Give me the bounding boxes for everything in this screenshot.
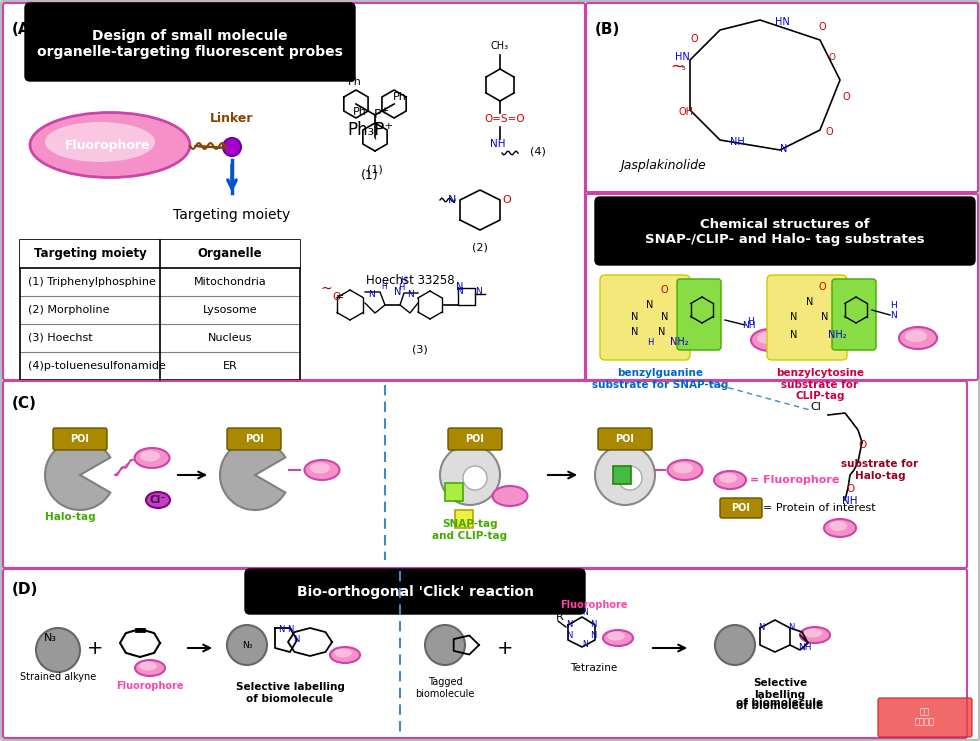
Circle shape: [36, 628, 80, 672]
Text: Tetrazine: Tetrazine: [570, 663, 617, 673]
Wedge shape: [220, 440, 285, 510]
Text: Fluorophore: Fluorophore: [66, 139, 151, 153]
Ellipse shape: [719, 473, 737, 483]
Bar: [613, 466, 631, 484]
Ellipse shape: [607, 631, 625, 640]
Circle shape: [223, 138, 241, 156]
Text: Lysosome: Lysosome: [203, 305, 258, 315]
Text: (2): (2): [472, 243, 488, 253]
Text: O: O: [828, 53, 835, 62]
FancyBboxPatch shape: [3, 3, 585, 380]
Text: Halo-tag: Halo-tag: [45, 512, 95, 522]
FancyBboxPatch shape: [677, 279, 721, 350]
Text: +: +: [497, 639, 514, 657]
Text: H
N: H N: [890, 301, 897, 320]
Text: Nucleus: Nucleus: [208, 333, 252, 343]
Text: NH: NH: [798, 643, 811, 652]
Text: POI: POI: [615, 434, 634, 444]
Circle shape: [227, 625, 267, 665]
Text: = Protein of interest: = Protein of interest: [763, 503, 875, 513]
Text: N: N: [590, 631, 597, 640]
Wedge shape: [45, 440, 111, 510]
Circle shape: [715, 625, 755, 665]
Text: H: H: [398, 283, 405, 292]
Ellipse shape: [45, 122, 155, 162]
Text: (C): (C): [12, 396, 37, 411]
Text: O: O: [661, 285, 667, 295]
Text: NH₂: NH₂: [670, 337, 689, 347]
Ellipse shape: [667, 460, 703, 480]
Text: N: N: [566, 631, 572, 640]
Text: H: H: [400, 276, 407, 285]
Text: N: N: [662, 312, 668, 322]
Text: ~: ~: [670, 58, 684, 76]
Text: O: O: [332, 292, 340, 302]
Text: (1): (1): [362, 168, 379, 182]
Text: ER: ER: [222, 361, 237, 371]
Text: POI: POI: [466, 434, 484, 444]
Text: N: N: [790, 330, 798, 340]
Text: (A): (A): [12, 22, 37, 37]
Text: N: N: [631, 312, 639, 322]
Text: N: N: [821, 312, 829, 322]
Text: Bio-orthogonal 'Click' reaction: Bio-orthogonal 'Click' reaction: [297, 585, 533, 599]
Text: (4)p-toluenesulfonamide: (4)p-toluenesulfonamide: [28, 361, 166, 371]
Text: (2) Morpholine: (2) Morpholine: [28, 305, 110, 315]
Text: of biomolecule: of biomolecule: [736, 698, 823, 708]
Text: Organelle: Organelle: [198, 247, 263, 261]
Text: N: N: [456, 282, 464, 292]
Text: POI: POI: [71, 434, 89, 444]
FancyBboxPatch shape: [448, 428, 502, 450]
Ellipse shape: [829, 521, 847, 531]
Ellipse shape: [139, 662, 157, 671]
Text: N: N: [448, 195, 456, 205]
Text: Mitochondria: Mitochondria: [194, 277, 267, 287]
FancyBboxPatch shape: [20, 240, 300, 380]
Text: Ph: Ph: [353, 107, 367, 117]
Text: ₅: ₅: [682, 62, 686, 72]
Text: N: N: [582, 608, 588, 617]
Text: =: =: [336, 292, 344, 302]
Text: O: O: [846, 484, 855, 494]
Text: (3): (3): [413, 345, 428, 355]
Text: N: N: [278, 625, 284, 634]
Circle shape: [595, 445, 655, 505]
Text: (1) Triphenylphosphine: (1) Triphenylphosphine: [28, 277, 156, 287]
Text: N: N: [659, 327, 665, 337]
Text: N: N: [394, 287, 402, 297]
Text: O=S=O: O=S=O: [484, 114, 524, 124]
Text: R: R: [556, 612, 564, 622]
FancyBboxPatch shape: [720, 498, 762, 518]
Text: N: N: [647, 300, 654, 310]
Text: Targeting moiety: Targeting moiety: [173, 208, 291, 222]
Text: POI: POI: [731, 503, 751, 513]
Text: N: N: [456, 287, 463, 296]
FancyBboxPatch shape: [245, 569, 585, 614]
Ellipse shape: [334, 648, 352, 657]
Ellipse shape: [493, 486, 527, 506]
Text: substrate for
Halo-tag: substrate for Halo-tag: [842, 459, 918, 481]
Text: H: H: [647, 338, 654, 347]
Text: N: N: [368, 290, 374, 299]
FancyBboxPatch shape: [3, 381, 967, 568]
Text: NH₂: NH₂: [828, 330, 847, 340]
Text: O: O: [818, 282, 826, 292]
Text: N: N: [788, 623, 795, 632]
Text: O: O: [502, 195, 511, 205]
FancyBboxPatch shape: [595, 197, 975, 265]
FancyBboxPatch shape: [3, 569, 967, 738]
Ellipse shape: [673, 462, 693, 473]
Bar: [20, 240, 300, 268]
Text: NH: NH: [490, 139, 506, 149]
Text: O: O: [818, 22, 825, 32]
Text: N: N: [293, 635, 299, 644]
Text: O: O: [842, 92, 850, 102]
Text: N₃: N₃: [242, 640, 252, 650]
Text: ~: ~: [320, 282, 331, 296]
Ellipse shape: [905, 330, 927, 342]
Text: Selective
labelling
of biomolecule: Selective labelling of biomolecule: [736, 678, 823, 711]
Text: OH: OH: [678, 107, 693, 117]
Ellipse shape: [603, 630, 633, 646]
Text: 科研
研究智能: 科研 研究智能: [915, 708, 935, 727]
